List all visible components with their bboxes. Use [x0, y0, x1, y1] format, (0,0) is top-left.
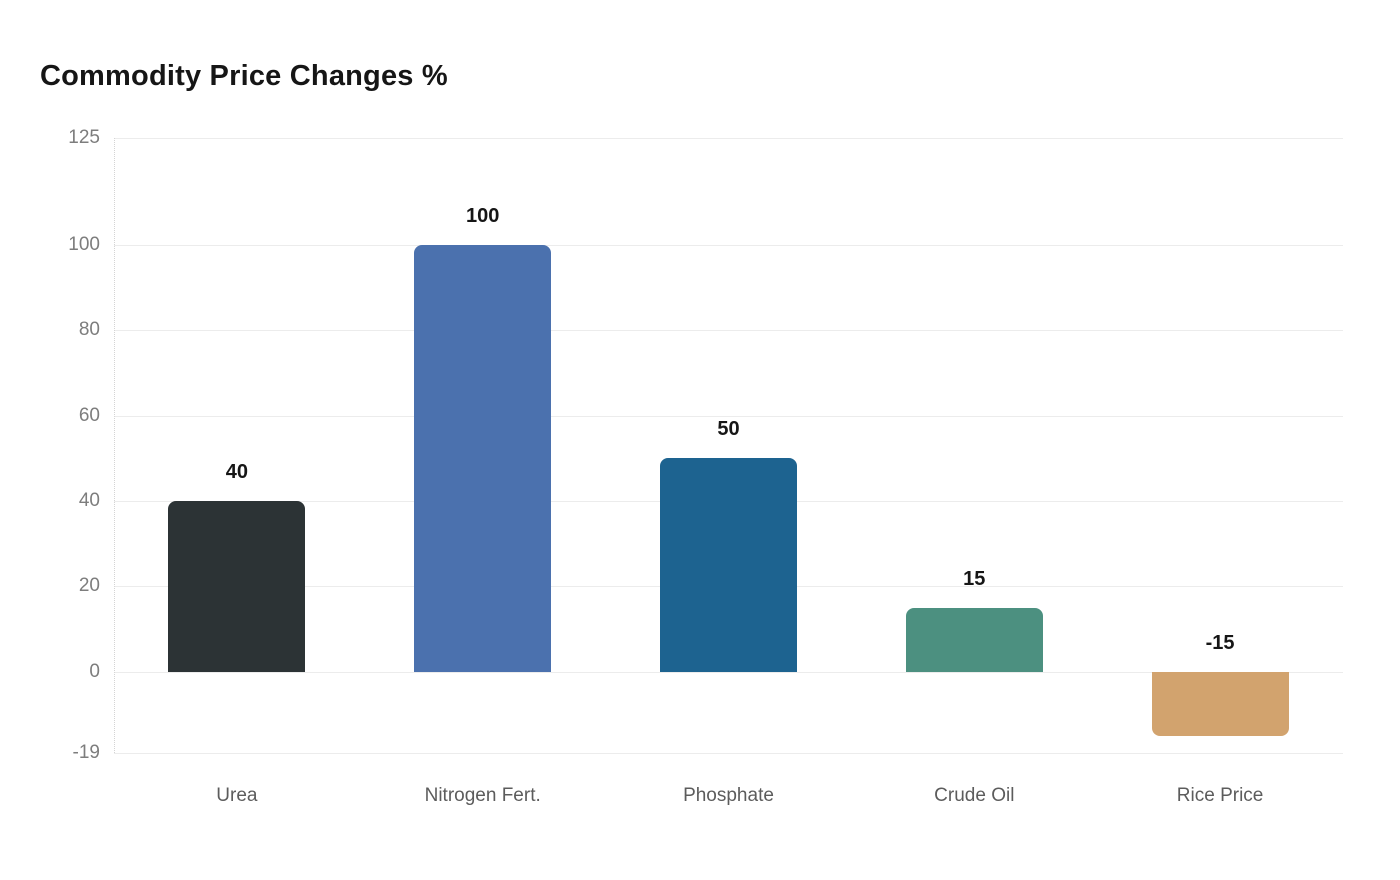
y-axis-tick-label: -19	[72, 742, 100, 763]
y-axis-line	[114, 138, 115, 753]
bar-value-label: 40	[225, 461, 249, 484]
y-axis-tick-label: 0	[89, 660, 100, 682]
gridline-y--19	[114, 753, 1343, 754]
chart-title: Commodity Price Changes %	[40, 60, 448, 92]
y-axis-tick-label: 20	[78, 575, 100, 597]
y-axis-tick-label: 100	[68, 233, 100, 255]
y-axis-tick-label: 40	[78, 490, 100, 512]
y-axis-tick-label: 80	[78, 319, 100, 341]
y-axis-tick-label: 125	[68, 127, 100, 148]
gridline-y-0	[114, 671, 1343, 673]
bar-crude-oil	[905, 607, 1043, 672]
bar-phosphate	[660, 458, 797, 672]
x-axis-category-label: Phosphate	[683, 785, 774, 806]
bar-value-label: 15	[963, 567, 986, 590]
gridline-y-80	[114, 330, 1343, 332]
x-axis-category-label: Crude Oil	[934, 785, 1015, 806]
gridline-y-100	[114, 244, 1343, 246]
x-axis-category-label: Rice Price	[1176, 785, 1264, 806]
bar-nitrogen-fert	[414, 244, 552, 672]
y-axis-tick-label: 60	[78, 404, 100, 426]
bar-urea	[168, 501, 306, 672]
x-axis-category-label: Urea	[216, 785, 258, 806]
bar-value-label: -15	[1205, 631, 1235, 654]
bar-value-label: 100	[466, 204, 500, 227]
bar-rice-price	[1151, 671, 1289, 736]
gridline-y-60	[114, 415, 1343, 417]
bar-value-label: 50	[717, 418, 740, 441]
x-axis-category-label: Nitrogen Fert.	[424, 785, 541, 806]
gridline-y-125	[114, 138, 1343, 139]
